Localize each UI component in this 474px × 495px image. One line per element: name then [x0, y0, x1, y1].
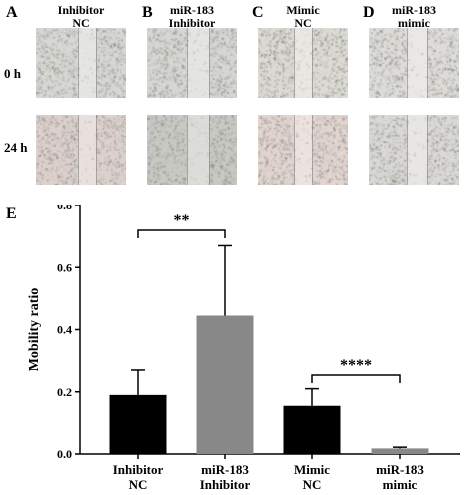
x-tick-label: miR-183: [201, 462, 249, 477]
significance-label: ****: [340, 357, 372, 374]
column-header-line2: NC: [72, 16, 90, 30]
y-tick-label: 0.0: [57, 447, 72, 461]
column-header-line1: miR-183: [392, 3, 436, 17]
column-header-line2: mimic: [398, 16, 430, 30]
x-tick-label: mimic: [383, 477, 418, 492]
significance-bracket: [311, 374, 401, 383]
scratch-wound-gap: [78, 28, 96, 98]
panel-letter-b: B: [142, 4, 153, 21]
wound-edge-line: [312, 28, 313, 98]
significance-label: **: [174, 212, 190, 229]
micrograph-mir183-mimic-24h: [369, 115, 459, 185]
y-tick-label: 0.6: [57, 260, 72, 274]
column-header-line2: Inhibitor: [168, 16, 216, 30]
wound-edge-line: [96, 115, 97, 185]
micrograph-mimic-nc-0h: [258, 28, 348, 98]
micrograph-mimic-nc-24h: [258, 115, 348, 185]
scratch-wound-gap: [294, 115, 312, 185]
y-tick-label: 0.4: [57, 323, 72, 337]
panel-letter-a: A: [6, 4, 18, 21]
wound-edge-line: [427, 115, 428, 185]
y-tick-label: 0.8: [57, 205, 72, 212]
micrograph-mir183-mimic-0h: [369, 28, 459, 98]
wound-edge-line: [294, 115, 295, 185]
scratch-wound-gap: [407, 28, 427, 98]
wound-edge-line: [96, 28, 97, 98]
bar: [283, 405, 341, 454]
x-tick-label: Mimic: [294, 462, 330, 477]
column-header-line1: Inhibitor: [57, 3, 105, 17]
panel-letter-c: C: [252, 4, 264, 21]
wound-edge-line: [407, 28, 408, 98]
micrograph-mir183-inhibitor-0h: [147, 28, 237, 98]
y-tick-label: 0.2: [57, 385, 72, 399]
row-label-24h: 24 h: [4, 140, 28, 155]
wound-edge-line: [427, 28, 428, 98]
y-axis-label: Mobility ratio: [27, 288, 42, 372]
x-tick-label: NC: [303, 477, 322, 492]
bar: [196, 315, 254, 454]
micrograph-mir183-inhibitor-24h: [147, 115, 237, 185]
wound-edge-line: [294, 28, 295, 98]
scratch-wound-gap: [187, 115, 209, 185]
column-header-mimic-nc: Mimic NC: [258, 4, 348, 30]
panel-letter-e: E: [6, 205, 17, 222]
micrograph-inhibitor-nc-24h: [36, 115, 126, 185]
wound-edge-line: [78, 115, 79, 185]
column-header-line2: NC: [294, 16, 312, 30]
scratch-wound-gap: [78, 115, 96, 185]
wound-edge-line: [187, 28, 188, 98]
x-tick-label: Inhibitor: [113, 462, 164, 477]
scratch-wound-gap: [407, 115, 427, 185]
scratch-wound-gap: [294, 28, 312, 98]
x-tick-label: NC: [129, 477, 148, 492]
x-tick-label: Inhibitor: [200, 477, 251, 492]
wound-edge-line: [312, 115, 313, 185]
column-header-line1: miR-183: [170, 3, 214, 17]
bar: [109, 394, 167, 454]
bar: [371, 448, 429, 454]
significance-bracket: [137, 229, 226, 238]
column-header-line1: Mimic: [286, 3, 320, 17]
column-header-mir183-inhibitor: miR-183 Inhibitor: [147, 4, 237, 30]
scratch-wound-gap: [187, 28, 209, 98]
column-header-mir183-mimic: miR-183 mimic: [369, 4, 459, 30]
wound-edge-line: [187, 115, 188, 185]
row-label-0h: 0 h: [4, 66, 21, 81]
wound-edge-line: [78, 28, 79, 98]
wound-edge-line: [209, 115, 210, 185]
x-tick-label: miR-183: [376, 462, 424, 477]
panel-letter-d: D: [363, 4, 375, 21]
wound-edge-line: [407, 115, 408, 185]
wound-edge-line: [209, 28, 210, 98]
column-header-inhibitor-nc: Inhibitor NC: [36, 4, 126, 30]
micrograph-inhibitor-nc-0h: [36, 28, 126, 98]
